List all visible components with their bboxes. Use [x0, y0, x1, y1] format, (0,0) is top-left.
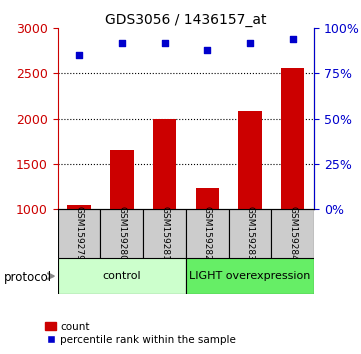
- Bar: [110, 150, 134, 209]
- Point: [247, 40, 253, 46]
- Legend: count, percentile rank within the sample: count, percentile rank within the sample: [41, 317, 240, 349]
- Point: [119, 40, 125, 46]
- Text: GSM159279: GSM159279: [75, 206, 84, 261]
- Text: GSM159282: GSM159282: [203, 206, 212, 261]
- Text: GSM159284: GSM159284: [288, 206, 297, 261]
- Bar: [271, 209, 314, 258]
- Text: control: control: [103, 271, 141, 281]
- Bar: [281, 68, 304, 209]
- Bar: [58, 258, 186, 294]
- Text: LIGHT overexpression: LIGHT overexpression: [189, 271, 311, 281]
- Text: GSM159280: GSM159280: [117, 206, 126, 261]
- Bar: [153, 120, 176, 209]
- Bar: [186, 209, 229, 258]
- Text: GSM159281: GSM159281: [160, 206, 169, 261]
- Point: [204, 47, 210, 53]
- Bar: [229, 209, 271, 258]
- Bar: [186, 258, 314, 294]
- Bar: [196, 188, 219, 209]
- Title: GDS3056 / 1436157_at: GDS3056 / 1436157_at: [105, 13, 267, 27]
- Bar: [58, 209, 100, 258]
- Text: GSM159283: GSM159283: [245, 206, 255, 261]
- Bar: [143, 209, 186, 258]
- Bar: [100, 209, 143, 258]
- Bar: [238, 112, 262, 209]
- Point: [290, 36, 296, 42]
- Bar: [68, 205, 91, 209]
- Text: protocol: protocol: [4, 272, 52, 284]
- Point: [162, 40, 168, 46]
- Point: [76, 53, 82, 58]
